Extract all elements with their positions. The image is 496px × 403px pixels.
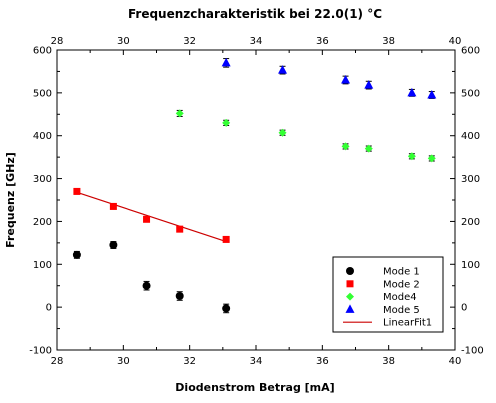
data-point <box>73 187 81 195</box>
data-point <box>72 250 81 259</box>
x-axis-label: Diodenstrom Betrag [mA] <box>175 381 334 394</box>
x-tick-label-bottom: 36 <box>316 356 329 367</box>
series-2 <box>73 187 230 243</box>
data-point <box>176 225 184 233</box>
data-point <box>109 202 117 210</box>
data-point <box>407 152 416 161</box>
y-tick-label-left: 300 <box>33 174 52 185</box>
x-tick-label-top: 28 <box>51 36 64 47</box>
y-tick-label-left: 400 <box>33 131 52 142</box>
x-tick-label-top: 34 <box>250 36 263 47</box>
data-point <box>341 142 350 151</box>
legend-marker <box>346 292 354 301</box>
linear-fit-layer <box>76 191 227 243</box>
legend-label: Mode 1 <box>383 267 420 278</box>
legend-label: Mode4 <box>383 292 417 303</box>
linear-fit-line <box>76 191 227 243</box>
data-point <box>427 90 437 99</box>
data-point <box>143 215 151 223</box>
y-tick-label-right: -100 <box>461 346 484 357</box>
data-point <box>109 241 118 249</box>
legend-marker <box>345 304 355 313</box>
data-point <box>222 235 230 243</box>
y-tick-label-left: 600 <box>33 46 52 57</box>
y-tick-label-left: 0 <box>46 303 52 314</box>
y-tick-label-left: 500 <box>33 88 52 99</box>
series-4 <box>221 57 437 99</box>
data-point <box>364 80 374 89</box>
x-tick-label-bottom: 30 <box>117 356 130 367</box>
y-tick-label-right: 0 <box>461 303 467 314</box>
data-point <box>278 65 288 74</box>
data-point <box>142 281 151 290</box>
legend-label: Mode 2 <box>383 279 420 290</box>
data-point <box>427 154 436 163</box>
x-tick-label-top: 32 <box>183 36 196 47</box>
x-tick-label-top: 30 <box>117 36 130 47</box>
series-1 <box>72 241 231 314</box>
x-tick-label-bottom: 38 <box>382 356 395 367</box>
x-tick-label-top: 36 <box>316 36 329 47</box>
series-3 <box>175 109 436 163</box>
data-point <box>221 57 231 67</box>
data-point <box>222 304 231 313</box>
data-points-layer <box>72 57 437 314</box>
y-tick-label-left: 100 <box>33 260 52 271</box>
y-tick-label-right: 500 <box>461 88 480 99</box>
chart-title: Frequenzcharakteristik bei 22.0(1) °C <box>128 7 382 21</box>
data-point <box>175 292 184 300</box>
data-point <box>341 75 351 84</box>
axis-ticks <box>56 49 456 351</box>
x-tick-label-bottom: 28 <box>51 356 64 367</box>
legend-marker <box>346 267 354 275</box>
data-point <box>175 109 184 118</box>
y-tick-label-right: 100 <box>461 260 480 271</box>
x-tick-label-bottom: 40 <box>449 356 462 367</box>
y-tick-label-right: 200 <box>461 217 480 228</box>
y-tick-label-left: 200 <box>33 217 52 228</box>
data-point <box>407 87 417 97</box>
y-tick-label-left: -100 <box>29 346 52 357</box>
y-tick-label-right: 400 <box>461 131 480 142</box>
data-point <box>364 144 373 153</box>
data-point <box>222 118 231 127</box>
x-tick-label-top: 38 <box>382 36 395 47</box>
y-tick-label-right: 600 <box>461 46 480 57</box>
legend-label: LinearFit1 <box>383 318 432 329</box>
x-tick-label-bottom: 32 <box>183 356 196 367</box>
x-tick-label-bottom: 34 <box>250 356 263 367</box>
legend-label: Mode 5 <box>383 305 420 316</box>
data-point <box>278 128 287 137</box>
y-axis-label: Frequenz [GHz] <box>4 152 17 248</box>
legend-marker <box>346 280 354 288</box>
y-tick-label-right: 300 <box>461 174 480 185</box>
x-tick-label-top: 40 <box>449 36 462 47</box>
